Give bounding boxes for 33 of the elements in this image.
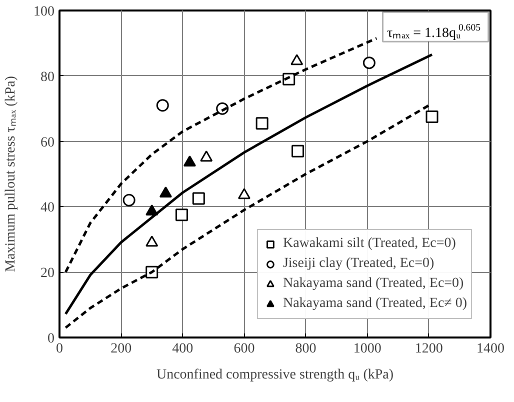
- point: [426, 110, 438, 124]
- legend-label: Nakayama sand (Treated, Ec=0): [282, 275, 464, 293]
- x-tick-label: 800: [295, 342, 316, 356]
- point: [292, 144, 304, 158]
- y-tick-label: 40: [40, 200, 54, 216]
- x-tick-label: 400: [172, 342, 194, 356]
- point: [192, 192, 205, 205]
- point: [256, 117, 268, 130]
- legend-label: Kawakami silt (Treated, Ec=0): [282, 235, 456, 253]
- y-tick-label: 100: [34, 4, 54, 20]
- x-tick-label: 1400: [476, 342, 504, 356]
- point: [200, 150, 213, 162]
- point: [362, 56, 376, 70]
- point: [146, 236, 158, 247]
- point: [156, 99, 169, 112]
- point: [175, 208, 188, 222]
- point: [159, 186, 172, 198]
- y-axis-title: Maximum pullout stress τₘₐₓ (kPa): [4, 76, 18, 272]
- x-axis-title: Unconfined compressive strength qᵤ (kPa): [156, 368, 394, 382]
- legend-label: Nakayama sand (Treated, Ec≠ 0): [282, 295, 467, 313]
- y-tick-label: 0: [48, 332, 54, 346]
- point: [122, 194, 136, 206]
- y-tick-label: 80: [40, 70, 54, 85]
- point: [290, 54, 304, 66]
- x-tick-label: 600: [234, 342, 255, 356]
- y-tick-label: 20: [40, 266, 54, 282]
- point: [238, 188, 250, 200]
- y-tick-label: 60: [40, 135, 54, 150]
- legend-label: Jiseiji clay (Treated, Ec=0): [282, 255, 434, 273]
- x-tick-label: 1200: [414, 342, 443, 356]
- x-tick-label: 200: [110, 342, 132, 356]
- point: [183, 155, 196, 166]
- x-tick-label: 1000: [353, 342, 382, 356]
